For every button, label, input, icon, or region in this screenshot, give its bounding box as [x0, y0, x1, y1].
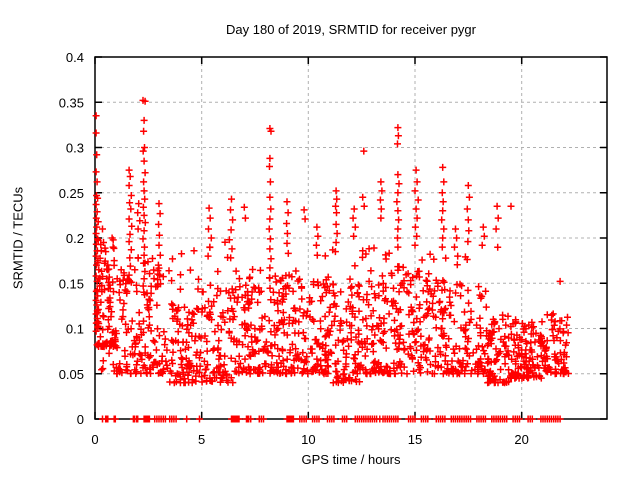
x-axis-label: GPS time / hours — [301, 452, 401, 467]
x-tick-label: 20 — [514, 432, 528, 447]
chart-title: Day 180 of 2019, SRMTID for receiver pyg… — [226, 22, 476, 37]
y-tick-label: 0 — [77, 412, 84, 427]
y-tick-label: 0.4 — [66, 50, 84, 65]
grid-lines — [95, 57, 607, 419]
y-tick-label: 0.3 — [66, 141, 84, 156]
y-tick-label: 0.1 — [66, 322, 84, 337]
y-tick-label: 0.2 — [66, 231, 84, 246]
y-tick-label: 0.05 — [59, 367, 84, 382]
x-tick-label: 10 — [301, 432, 315, 447]
y-tick-label: 0.15 — [59, 276, 84, 291]
x-tick-label: 5 — [198, 432, 205, 447]
y-tick-label: 0.25 — [59, 186, 84, 201]
x-tick-label: 15 — [408, 432, 422, 447]
y-tick-label: 0.35 — [59, 95, 84, 110]
x-tick-label: 0 — [91, 432, 98, 447]
data-points — [92, 96, 572, 423]
